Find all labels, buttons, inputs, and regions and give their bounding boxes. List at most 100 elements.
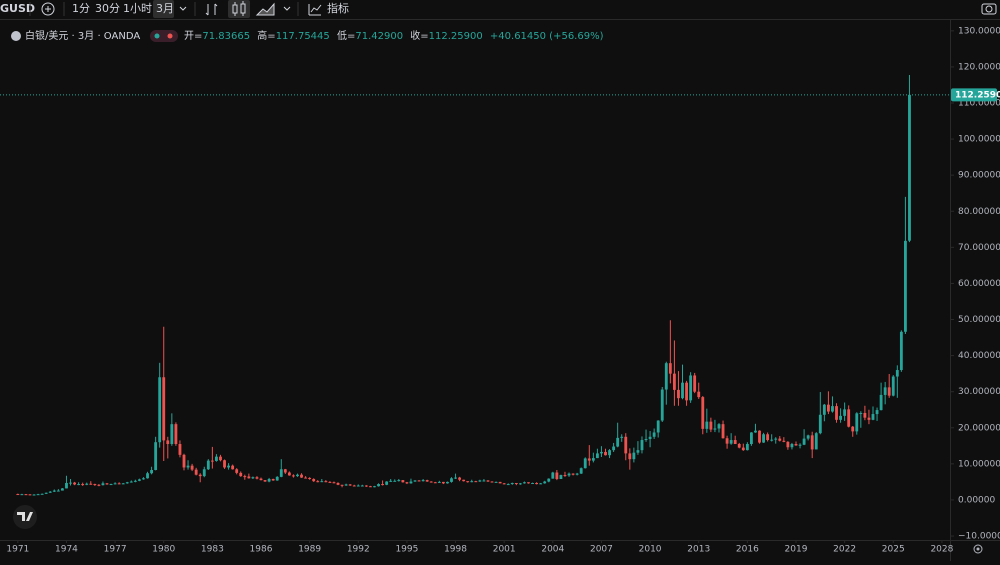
candle-body bbox=[644, 438, 648, 441]
candle-body bbox=[381, 484, 385, 486]
candle-body bbox=[600, 451, 603, 454]
candle-icon[interactable] bbox=[232, 1, 246, 16]
candle-body bbox=[259, 478, 263, 481]
candle-body bbox=[770, 439, 774, 441]
candle-body bbox=[466, 481, 470, 483]
candle-body bbox=[60, 488, 64, 491]
candle-body bbox=[620, 436, 624, 438]
interval-active[interactable]: 3月 bbox=[156, 2, 174, 15]
candle-body bbox=[101, 483, 105, 486]
symbol[interactable]: GUSD bbox=[0, 2, 35, 15]
x-tick-label: 2025 bbox=[882, 545, 905, 555]
readout-label: 低= bbox=[337, 29, 355, 42]
interval[interactable]: 1分 bbox=[72, 2, 90, 15]
candle-body bbox=[247, 476, 251, 479]
candle-body bbox=[822, 404, 826, 415]
candle-body bbox=[749, 432, 753, 445]
candle-body bbox=[186, 465, 190, 468]
candle-body bbox=[762, 434, 765, 443]
candle-body bbox=[44, 492, 48, 494]
candle-body bbox=[206, 460, 210, 470]
candle-body bbox=[656, 420, 660, 433]
candle-body bbox=[336, 482, 340, 485]
candle-body bbox=[908, 94, 911, 241]
indicators[interactable]: 指标 bbox=[327, 1, 349, 15]
x-tick-label: 2010 bbox=[639, 545, 662, 555]
candle-body bbox=[843, 409, 847, 416]
candle-body bbox=[20, 494, 24, 496]
interval[interactable]: 1小时 bbox=[123, 2, 152, 15]
candle-body bbox=[531, 482, 534, 484]
x-tick-label: 1977 bbox=[104, 545, 127, 555]
candle-body bbox=[308, 477, 312, 480]
candle-body bbox=[133, 480, 137, 482]
area-icon[interactable] bbox=[255, 2, 275, 16]
candle-body bbox=[312, 479, 316, 482]
indicators-icon[interactable] bbox=[308, 4, 322, 16]
y-tick-label: 80.00000 bbox=[958, 207, 1000, 217]
candle-body bbox=[798, 444, 802, 446]
candle-body bbox=[863, 412, 867, 418]
candle-body bbox=[689, 375, 693, 401]
candle-body bbox=[640, 440, 644, 451]
snapshot[interactable] bbox=[981, 3, 997, 15]
candle-body bbox=[523, 482, 526, 484]
dropdown[interactable] bbox=[283, 6, 291, 11]
candle-body bbox=[425, 480, 429, 482]
candle-body bbox=[405, 482, 409, 484]
interval[interactable]: 30分 bbox=[95, 2, 120, 15]
candle-body bbox=[450, 478, 453, 482]
candle-body bbox=[806, 435, 810, 439]
last-price-label: 112.25900 bbox=[955, 90, 1000, 100]
candle-body bbox=[170, 424, 174, 445]
candle-body bbox=[283, 469, 287, 473]
candle-body bbox=[867, 417, 871, 420]
readout-value: 117.75445 bbox=[276, 31, 330, 42]
candle-body bbox=[24, 494, 28, 496]
candle-body bbox=[632, 452, 636, 460]
add-symbol[interactable] bbox=[41, 2, 55, 16]
readout-value: 112.25900 bbox=[429, 31, 483, 42]
candle-body bbox=[551, 472, 555, 479]
settings[interactable] bbox=[973, 544, 983, 554]
candle-body bbox=[174, 424, 178, 445]
candle-body bbox=[871, 414, 875, 420]
candle-body bbox=[482, 480, 486, 482]
candle-body bbox=[32, 494, 36, 496]
candle-body bbox=[875, 410, 879, 415]
candle-body bbox=[754, 430, 757, 433]
candle-body bbox=[583, 458, 587, 469]
candle-body bbox=[717, 424, 721, 429]
candle-body bbox=[595, 453, 599, 459]
candle-body bbox=[664, 363, 668, 390]
candle-body bbox=[778, 438, 782, 441]
x-tick-label: 1983 bbox=[201, 545, 224, 555]
legend-title: 白银/美元 · 3月 · OANDA bbox=[25, 29, 140, 42]
candle-body bbox=[235, 469, 239, 473]
candle-body bbox=[693, 375, 697, 392]
candle-body bbox=[300, 474, 303, 478]
candle-body bbox=[210, 460, 214, 462]
x-tick-label: 2028 bbox=[930, 545, 953, 555]
x-tick-label: 1995 bbox=[395, 545, 418, 555]
compare-icon[interactable] bbox=[205, 3, 218, 16]
candle-body bbox=[591, 458, 595, 461]
candle-body bbox=[624, 436, 628, 454]
candle-body bbox=[535, 482, 539, 485]
candle-body bbox=[903, 240, 907, 332]
candle-body bbox=[332, 482, 336, 484]
x-tick-label: 2016 bbox=[736, 545, 759, 555]
readout-label: 收= bbox=[410, 29, 428, 42]
candle-body bbox=[231, 465, 235, 470]
candle-body bbox=[571, 473, 575, 475]
y-tick-label: 20.00000 bbox=[958, 423, 1000, 433]
candle-body bbox=[117, 483, 121, 485]
candle-body bbox=[725, 438, 729, 444]
candle-body bbox=[150, 469, 153, 474]
y-tick-label: 90.00000 bbox=[958, 171, 1000, 181]
candle-body bbox=[652, 432, 656, 437]
dropdown[interactable] bbox=[179, 6, 187, 11]
candle-body bbox=[348, 484, 352, 486]
candle-body bbox=[421, 480, 425, 482]
